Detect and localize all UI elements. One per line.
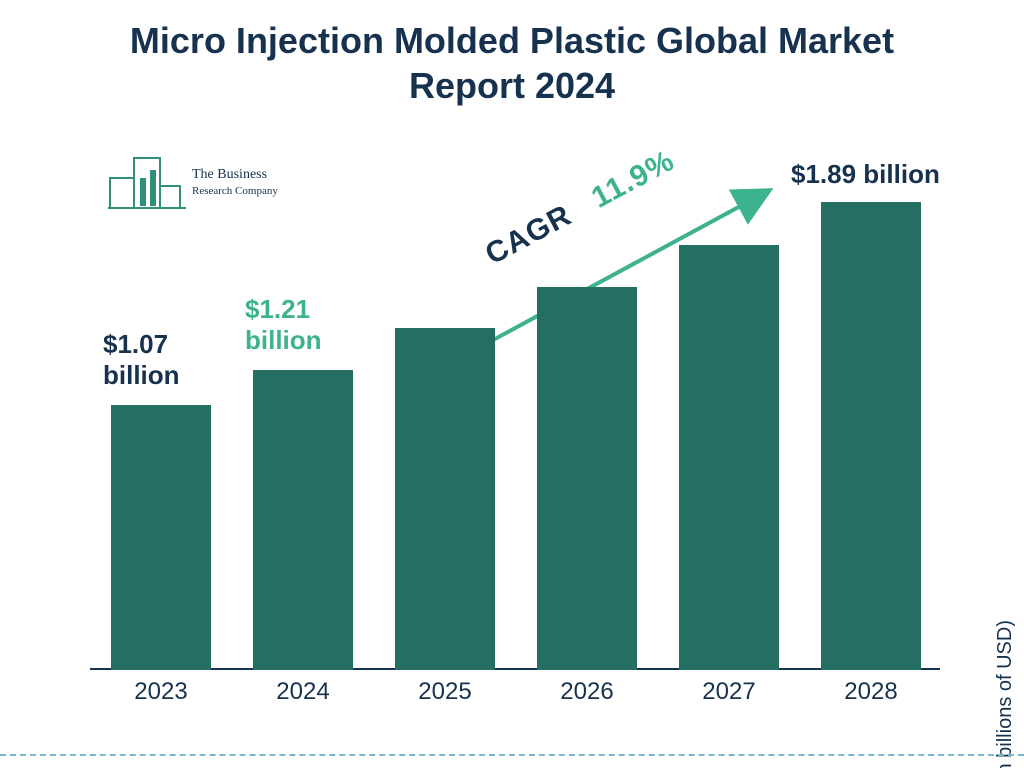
cagr-word: CAGR	[480, 199, 577, 271]
xlabel-2023: 2023	[90, 678, 232, 706]
bar-2026	[537, 287, 637, 670]
value-label-2028: $1.89 billion	[791, 159, 971, 190]
plot-area: CAGR 11.9% $1.07billion$1.21billion$1.89…	[90, 150, 940, 670]
cagr-label: CAGR 11.9%	[480, 144, 680, 272]
title-line1: Micro Injection Molded Plastic Global Ma…	[0, 18, 1024, 63]
value-label-2024: $1.21billion	[245, 294, 375, 356]
footer-divider	[0, 754, 1024, 756]
x-axis-labels: 202320242025202620272028	[90, 678, 940, 718]
page: Micro Injection Molded Plastic Global Ma…	[0, 0, 1024, 768]
xlabel-2025: 2025	[374, 678, 516, 706]
xlabel-2026: 2026	[516, 678, 658, 706]
cagr-pct: 11.9%	[586, 144, 680, 215]
bar-2024	[253, 370, 353, 670]
xlabel-2024: 2024	[232, 678, 374, 706]
bar-2027	[679, 245, 779, 670]
chart-title: Micro Injection Molded Plastic Global Ma…	[0, 18, 1024, 108]
xlabel-2028: 2028	[800, 678, 942, 706]
bar-2028	[821, 202, 921, 670]
x-axis-line	[90, 668, 940, 670]
value-label-2023: $1.07billion	[103, 329, 233, 391]
bar-2025	[395, 328, 495, 670]
bar-2023	[111, 405, 211, 670]
xlabel-2027: 2027	[658, 678, 800, 706]
y-axis-label: Market Size (in billions of USD)	[994, 620, 1017, 768]
title-line2: Report 2024	[0, 63, 1024, 108]
bar-chart: CAGR 11.9% $1.07billion$1.21billion$1.89…	[90, 150, 940, 720]
